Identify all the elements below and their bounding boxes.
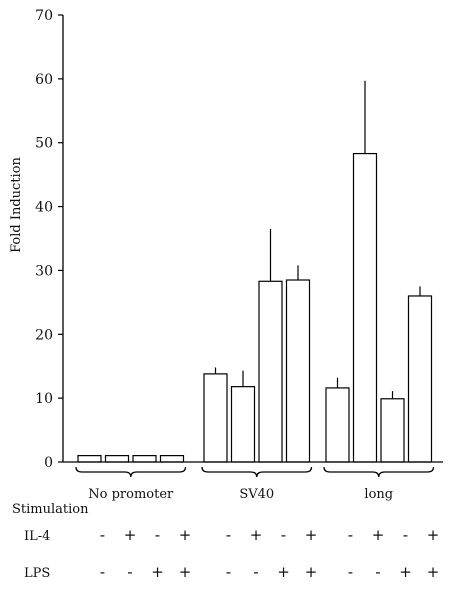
- condition-row-label: LPS: [24, 566, 50, 581]
- y-tick-label: 30: [35, 263, 53, 279]
- condition-sign: -: [375, 563, 380, 581]
- condition-row-label: IL-4: [24, 529, 50, 544]
- bars: [77, 80, 433, 463]
- condition-sign: -: [226, 526, 231, 544]
- bar: [104, 455, 130, 463]
- condition-sign: -: [100, 563, 105, 581]
- condition-sign: +: [124, 526, 137, 544]
- bar: [380, 398, 405, 463]
- group-brackets: No promoter SV40 long: [75, 466, 435, 502]
- group-label: No promoter: [88, 487, 174, 502]
- group-bracket: [201, 466, 313, 478]
- condition-sign: +: [305, 526, 318, 544]
- condition-sign: +: [250, 526, 263, 544]
- condition-sign: +: [372, 526, 385, 544]
- condition-sign: -: [127, 563, 132, 581]
- condition-sign: -: [348, 526, 353, 544]
- condition-sign: -: [155, 526, 160, 544]
- condition-sign: +: [427, 563, 440, 581]
- y-axis-label: Fold Induction: [9, 156, 24, 252]
- condition-sign: +: [399, 563, 412, 581]
- condition-sign: +: [305, 563, 318, 581]
- bar: [285, 279, 311, 463]
- group-label: long: [364, 487, 393, 502]
- bar: [230, 386, 256, 463]
- bar: [258, 280, 283, 463]
- y-tick-label: 50: [35, 136, 53, 152]
- condition-sign: -: [226, 563, 231, 581]
- bar: [325, 387, 350, 463]
- condition-sign: -: [348, 563, 353, 581]
- bar: [77, 455, 102, 463]
- condition-sign: +: [179, 563, 192, 581]
- y-tick-label: 70: [35, 8, 53, 24]
- stimulation-label: Stimulation: [12, 502, 89, 517]
- bar: [352, 152, 378, 463]
- condition-sign: -: [403, 526, 408, 544]
- y-axis: 0 10 20 30 40 50 60 70: [35, 8, 64, 471]
- y-tick-label: 0: [44, 455, 53, 471]
- group-label: SV40: [239, 487, 274, 502]
- condition-sign: -: [253, 563, 258, 581]
- bar: [203, 373, 228, 463]
- condition-sign: +: [277, 563, 290, 581]
- group-bracket: [75, 466, 187, 478]
- bar: [132, 455, 157, 463]
- y-tick-label: 60: [35, 72, 53, 88]
- bar: [407, 295, 433, 463]
- group-bracket: [323, 466, 435, 478]
- y-tick-label: 40: [35, 200, 53, 216]
- condition-sign: +: [151, 563, 164, 581]
- y-tick-label: 20: [35, 327, 53, 343]
- condition-sign: -: [100, 526, 105, 544]
- condition-table: IL-4- + - + - + - + - + - +LPS - - + + - - + + - - + +: [24, 526, 439, 581]
- condition-sign: +: [179, 526, 192, 544]
- condition-sign: +: [427, 526, 440, 544]
- bar: [159, 455, 185, 463]
- condition-sign: -: [281, 526, 286, 544]
- y-tick-label: 10: [35, 391, 53, 407]
